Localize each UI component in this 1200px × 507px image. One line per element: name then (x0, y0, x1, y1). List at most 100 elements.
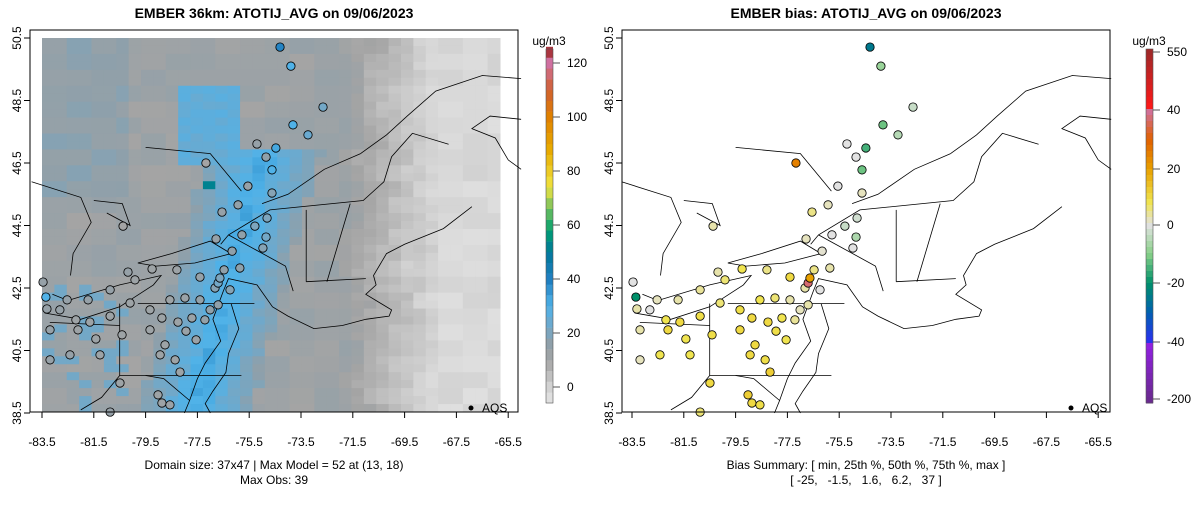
grid-cell (141, 189, 154, 198)
grid-cell (301, 141, 315, 150)
colorbar-segment (1146, 151, 1153, 158)
grid-cell (190, 181, 204, 190)
grid-cell (413, 149, 427, 158)
grid-cell (289, 308, 303, 318)
boundary-line (634, 274, 753, 320)
grid-cell (103, 205, 117, 214)
grid-cell (42, 149, 55, 158)
colorbar-segment (1146, 145, 1153, 152)
grid-cell (141, 53, 154, 63)
grid-cell (425, 141, 439, 150)
grid-cell (91, 69, 105, 79)
grid-cell (202, 340, 216, 349)
grid-cell (351, 85, 365, 95)
grid-cell (141, 157, 154, 166)
grid-cell (54, 364, 68, 373)
grid-cell (487, 213, 501, 222)
grid-cell (54, 260, 68, 270)
grid-cell (376, 125, 390, 134)
grid-cell (227, 165, 241, 174)
grid-cell (438, 77, 451, 87)
grid-cell (227, 260, 241, 270)
grid-cell (388, 141, 402, 150)
grid-cell (413, 125, 427, 134)
grid-cell (277, 292, 291, 302)
grid-cell (252, 181, 266, 190)
grid-cell (314, 133, 328, 142)
station-marker (801, 234, 811, 244)
grid-cell (178, 125, 192, 134)
grid-cell (42, 340, 55, 349)
grid-cell (141, 197, 154, 206)
grid-cell (66, 356, 80, 365)
grid-cell (215, 284, 229, 294)
map-outline (621, 75, 1112, 414)
colorbar-frame (545, 48, 554, 404)
grid-cell (165, 324, 179, 333)
grid-cell (79, 149, 93, 158)
grid-cell (326, 69, 340, 79)
grid-cell (462, 189, 476, 198)
grid-cell (301, 157, 315, 166)
grid-cell (91, 284, 105, 294)
grid-cell (301, 340, 315, 349)
grid-cell (54, 197, 68, 206)
grid-cell (388, 340, 402, 349)
grid-cell (301, 388, 315, 397)
grid-cell (165, 380, 179, 389)
grid-cell (277, 101, 291, 111)
grid-cell (462, 284, 476, 294)
grid-cell (301, 125, 315, 134)
grid-cell (42, 348, 55, 357)
colorbar-segment (546, 284, 553, 296)
grid-cell (339, 236, 352, 246)
bias-summary-header: Bias Summary: [ min, 25th %, 50th %, 75t… (727, 458, 1006, 472)
grid-cell (178, 340, 192, 349)
grid-cell (227, 348, 241, 357)
colorbar-segment (546, 144, 553, 155)
grid-cell (363, 149, 377, 158)
station-marker (815, 285, 825, 295)
grid-cell (153, 45, 167, 55)
grid-cell (462, 308, 476, 318)
x-tick-label: -67.5 (1033, 435, 1061, 449)
grid-cell (153, 69, 167, 79)
grid-cell (438, 332, 451, 341)
grid-cell (42, 69, 55, 79)
grid-cell (190, 109, 204, 119)
grid-cell (277, 396, 291, 405)
colorbar-segment (1146, 367, 1153, 374)
grid-cell (227, 252, 241, 262)
grid-cell (376, 332, 390, 341)
grid-cell (116, 284, 130, 294)
grid-cell (79, 332, 93, 341)
grid-cell (190, 348, 204, 357)
colorbar-segment (546, 295, 553, 307)
grid-cell (252, 85, 266, 95)
grid-cell (116, 396, 130, 405)
station-marker (851, 152, 861, 162)
grid-cell (103, 221, 117, 230)
grid-cell (116, 38, 130, 47)
colorbar-segment (1146, 301, 1153, 308)
grid-cell (339, 308, 352, 318)
grid-cell (240, 133, 253, 142)
grid-cell (388, 205, 402, 214)
grid-cell (326, 268, 340, 278)
grid-cell (264, 324, 278, 333)
grid-cell (128, 189, 142, 198)
grid-cell (289, 189, 303, 198)
grid-cell (153, 93, 167, 103)
station-marker (55, 305, 65, 315)
grid-cell (227, 173, 241, 182)
grid-cell (141, 252, 154, 262)
grid-cell (103, 45, 117, 55)
grid-cell (240, 332, 253, 341)
grid-cell (351, 133, 365, 142)
grid-cell (413, 69, 427, 79)
grid-cell (215, 85, 229, 95)
grid-cell (301, 292, 315, 302)
grid-cell (376, 38, 390, 47)
grid-cell (91, 380, 105, 389)
